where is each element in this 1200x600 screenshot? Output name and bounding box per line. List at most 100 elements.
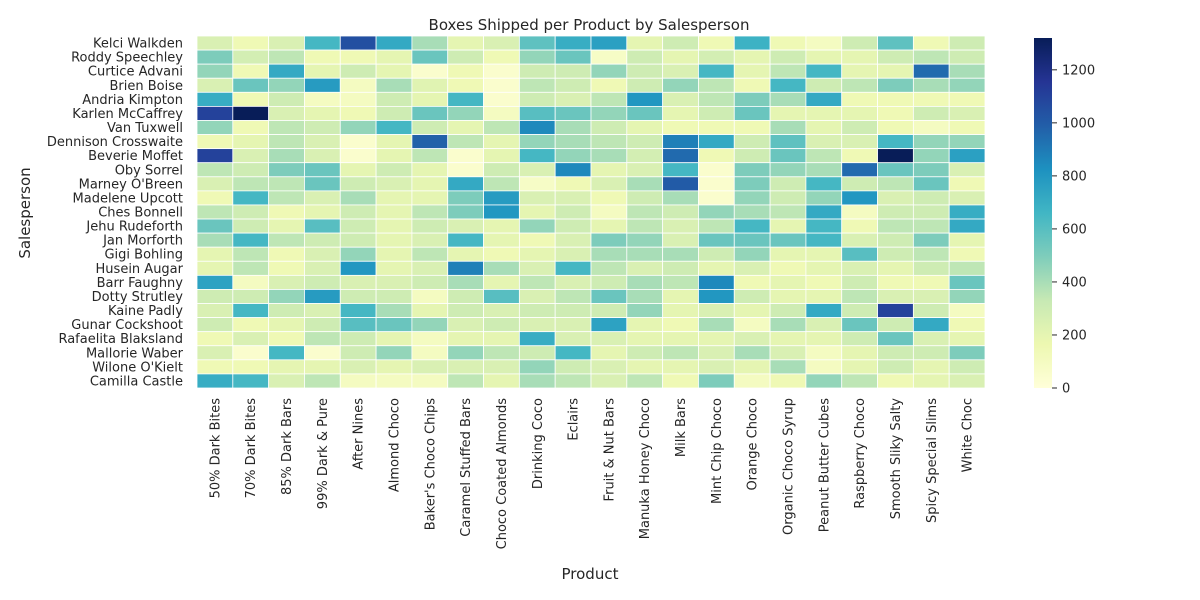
heatmap-cell [268,106,305,121]
heatmap-cell [554,162,592,178]
heatmap-cell [662,246,699,262]
heatmap-cell [698,331,735,347]
heatmap-cell [590,359,628,375]
heatmap-cell [662,120,699,135]
heatmap-cell [590,373,628,389]
heatmap-cell [626,35,664,51]
heatmap-cell [805,162,843,178]
heatmap-cell [232,204,270,220]
heatmap-cell [232,246,270,262]
x-tick-label: After Nines [352,398,367,470]
heatmap-cell [232,218,270,234]
heatmap-cell [339,77,377,93]
heatmap-cell [662,190,699,206]
heatmap-cell [411,120,449,135]
heatmap-cell [769,345,807,361]
heatmap-cell [877,317,914,333]
heatmap-cell [769,106,807,121]
heatmap-cell [662,373,699,389]
heatmap-cell [948,120,986,135]
heatmap-cell [877,91,914,107]
heatmap-cell [483,317,520,333]
heatmap-cell [733,373,771,389]
heatmap-cell [948,190,986,206]
heatmap-cell [196,190,234,206]
heatmap-cell [304,303,341,318]
heatmap-cell [554,190,592,206]
heatmap-cell [877,148,914,164]
heatmap-cell [769,260,807,276]
heatmap-cell [626,274,664,290]
heatmap-cell [948,176,986,192]
heatmap-cell [268,345,305,361]
heatmap-cell [877,303,914,318]
heatmap-cell [268,162,305,178]
y-tick-label: Oby Sorrel [115,163,183,178]
heatmap-cell [411,317,449,333]
heatmap-cell [483,204,520,220]
y-axis-label: Salesperson [16,167,34,258]
heatmap-cell [554,35,592,51]
heatmap-cell [841,373,878,389]
heatmap-cell [662,91,699,107]
y-tick-label: Andria Kimpton [82,93,183,108]
heatmap-cell [304,49,341,65]
heatmap-cell [304,345,341,361]
colorbar-tick-label: 800 [1062,169,1087,184]
heatmap-cell [304,331,341,347]
heatmap-cell [698,162,735,178]
heatmap-cell [518,289,556,304]
y-tick-label: Kaine Padly [108,304,183,319]
heatmap-cell [841,148,878,164]
heatmap-cell [948,106,986,121]
heatmap-cell [733,246,771,262]
heatmap-cell [733,120,771,135]
heatmap-cell [268,260,305,276]
heatmap-cell [483,91,520,107]
heatmap-cell [196,148,234,164]
heatmap-cell [196,35,234,51]
y-tick-label: Camilla Castle [90,374,183,389]
heatmap-cell [733,148,771,164]
heatmap-cell [662,303,699,318]
heatmap-cell [196,303,234,318]
heatmap-cell [877,345,914,361]
heatmap-cell [196,91,234,107]
colorbar-tick-label: 1000 [1062,116,1095,131]
heatmap-cell [518,162,556,178]
heatmap-cell [339,289,377,304]
heatmap-cell [232,289,270,304]
heatmap-cell [805,106,843,121]
heatmap-cell [196,134,234,150]
heatmap-cell [841,91,878,107]
heatmap-cell [375,274,413,290]
heatmap-cell [518,204,556,220]
heatmap-cell [304,134,341,150]
y-tick-label: Ches Bonnell [98,206,183,221]
heatmap-cell [447,91,484,107]
heatmap-cell [483,289,520,304]
heatmap-cell [339,317,377,333]
heatmap-cell [590,246,628,262]
heatmap-cell [590,204,628,220]
heatmap-cell [877,77,914,93]
heatmap-cell [411,289,449,304]
heatmap-cell [196,289,234,304]
y-tick-label: Madelene Upcott [73,191,183,206]
heatmap-cell [877,106,914,121]
heatmap-cell [841,63,878,79]
heatmap-cell [268,204,305,220]
heatmap-cell [733,134,771,150]
heatmap-cell [232,49,270,65]
heatmap-cell [339,260,377,276]
heatmap-cell [626,317,664,333]
heatmap-cell [232,260,270,276]
heatmap-cell [805,373,843,389]
heatmap-cell [841,246,878,262]
colorbar-tick-label: 600 [1062,222,1087,237]
heatmap-cell [912,218,950,234]
heatmap-cell [447,331,484,347]
heatmap-cell [447,63,484,79]
heatmap-cell [841,359,878,375]
